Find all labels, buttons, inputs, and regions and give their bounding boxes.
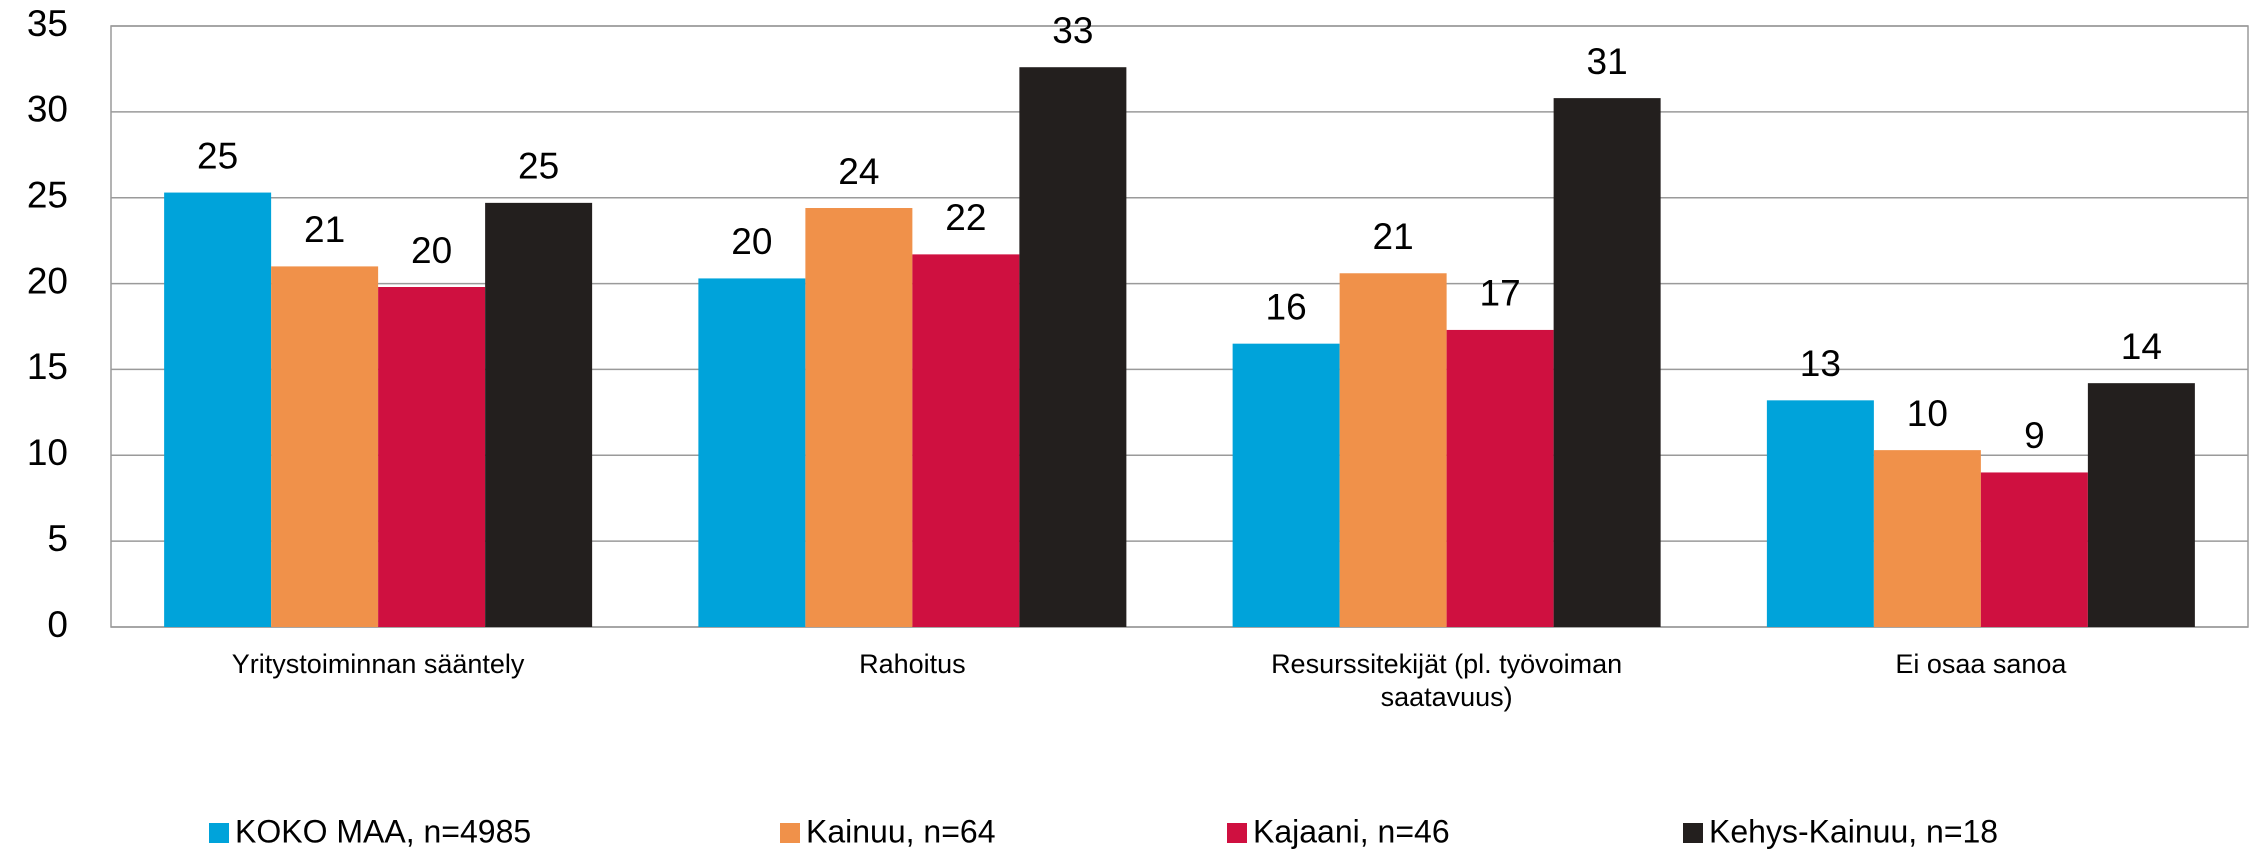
y-tick-label: 35 [27,3,68,44]
bar [1980,472,2088,627]
bar [164,192,272,627]
y-tick-label: 0 [47,604,68,645]
data-label: 22 [945,197,986,238]
x-tick-label: Yritystoiminnan sääntely [231,649,525,679]
plot-border [110,25,2249,628]
bar [912,254,1020,627]
bar [378,287,486,627]
data-label: 9 [2024,415,2045,456]
bar [1766,400,1874,627]
legend-label: KOKO MAA, n=4985 [235,813,531,849]
y-tick-label: 30 [27,89,68,130]
bar [805,208,913,627]
data-label: 20 [731,221,772,262]
bar [1446,329,1554,627]
bar [698,278,806,627]
data-label: 25 [518,146,559,187]
legend-label: Kajaani, n=46 [1253,813,1450,849]
bar [1873,450,1981,627]
y-tick-label: 25 [27,174,68,215]
bar [485,202,593,627]
data-label: 25 [197,135,238,176]
legend-swatch [209,823,229,843]
y-tick-label: 5 [47,518,68,559]
data-label: 14 [2121,326,2162,367]
bar [1339,273,1447,627]
data-label: 10 [1907,393,1948,434]
x-tick-label: Resurssitekijät (pl. työvoiman saatavuus… [1271,649,1623,712]
y-tick-label: 20 [27,260,68,301]
data-label: 16 [1266,286,1307,327]
data-label: 21 [1373,216,1414,257]
legend-label: Kehys-Kainuu, n=18 [1709,813,1998,849]
legend-swatch [1227,823,1247,843]
bar [1232,343,1340,627]
bar [2087,383,2195,627]
legend-label: Kainuu, n=64 [806,813,996,849]
data-label: 17 [1480,273,1521,314]
data-label: 33 [1052,10,1093,51]
y-tick-label: 15 [27,346,68,387]
data-label: 13 [1800,343,1841,384]
legend-swatch [780,823,800,843]
bar [1019,67,1127,627]
data-label: 20 [411,230,452,271]
data-label: 31 [1587,41,1628,82]
bar [1553,98,1661,628]
y-tick-label: 10 [27,432,68,473]
bar [271,266,379,627]
x-tick-label: Rahoitus [859,649,966,679]
legend-swatch [1683,823,1703,843]
data-label: 21 [304,209,345,250]
x-tick-label: Ei osaa sanoa [1895,649,2067,679]
data-label: 24 [838,151,879,192]
